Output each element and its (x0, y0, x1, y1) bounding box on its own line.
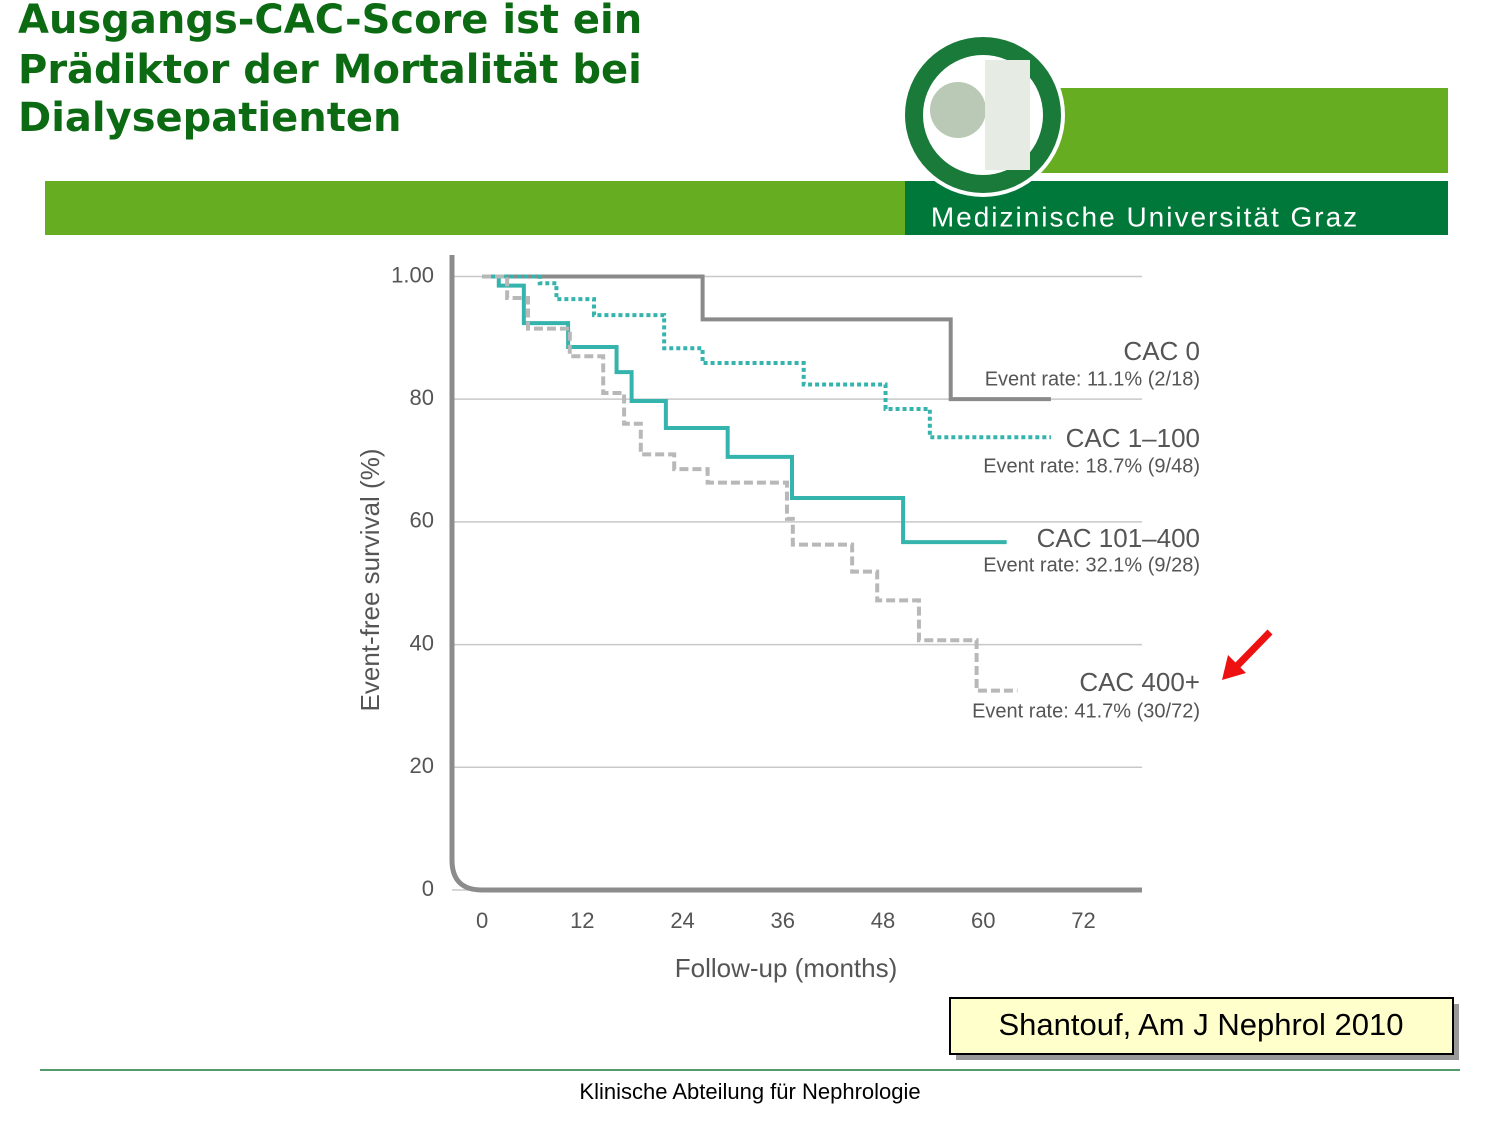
y-tick-label: 1.00 (391, 262, 434, 287)
series-label: CAC 1–100 (1066, 423, 1200, 453)
survival-curve (482, 274, 1051, 402)
x-tick-label: 36 (771, 908, 795, 933)
x-tick-label: 12 (570, 908, 594, 933)
survival-curve (482, 274, 1051, 440)
arrow (1232, 629, 1273, 671)
series-annotation: Event rate: 32.1% (9/28) (983, 554, 1200, 576)
x-tick-label: 60 (971, 908, 995, 933)
x-tick-label: 24 (670, 908, 694, 933)
x-tick-label: 0 (476, 908, 488, 933)
y-tick-label: 0 (422, 876, 434, 901)
arrow-head (1222, 655, 1246, 680)
series-annotation: Event rate: 11.1% (2/18) (985, 368, 1200, 390)
footer: Klinische Abteilung für Nephrologie (579, 1079, 920, 1104)
y-axis-label: Event-free survival (%) (355, 449, 385, 712)
x-axis-label: Follow-up (months) (675, 953, 898, 983)
series-annotation: Event rate: 41.7% (30/72) (972, 700, 1200, 722)
title-line: Ausgangs-CAC-Score ist ein (18, 0, 642, 43)
series-label: CAC 0 (1123, 336, 1200, 366)
series-label: CAC 400+ (1079, 667, 1200, 697)
title-line: Prädiktor der Mortalität bei (18, 47, 642, 93)
header-block (1040, 88, 1448, 173)
axis (449, 255, 1142, 893)
series-label: CAC 101–400 (1037, 523, 1200, 553)
y-tick-label: 80 (410, 385, 434, 410)
university-seal (901, 33, 1065, 197)
university-name: Medizinische Universität Graz (931, 201, 1359, 232)
y-tick-label: 40 (410, 630, 434, 655)
citation: Shantouf, Am J Nephrol 2010 (999, 1007, 1404, 1042)
survival-curve (482, 274, 1007, 545)
x-tick-label: 48 (871, 908, 895, 933)
series-annotation: Event rate: 18.7% (9/48) (983, 455, 1200, 477)
citation-box (949, 997, 1454, 1055)
x-tick-label: 72 (1071, 908, 1095, 933)
title-line: Dialysepatienten (18, 95, 401, 141)
y-tick-label: 20 (410, 753, 434, 778)
y-tick-label: 60 (410, 508, 434, 533)
survival-curve (482, 274, 1018, 693)
